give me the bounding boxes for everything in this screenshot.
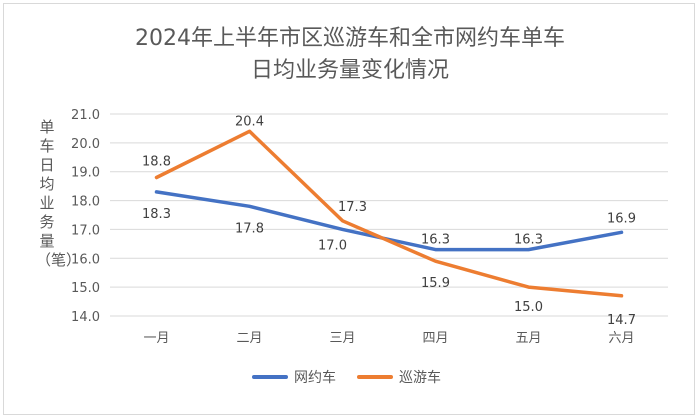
data-label-s0-3: 16.3 — [421, 233, 450, 248]
legend-swatch-series-0 — [252, 375, 288, 379]
y-tick-label-1: 15.0 — [71, 281, 100, 296]
y-tick-label-4: 18.0 — [71, 195, 100, 210]
data-label-s0-2: 17.0 — [318, 238, 347, 253]
y-tick-label-7: 21.0 — [71, 108, 100, 123]
data-label-s1-2: 17.3 — [338, 200, 367, 215]
y-tick-label-3: 17.0 — [71, 223, 100, 238]
data-label-s1-5: 14.7 — [607, 313, 636, 328]
data-label-s1-4: 15.0 — [514, 300, 543, 315]
y-tick-label-6: 20.0 — [71, 137, 100, 152]
data-label-s1-0: 18.8 — [142, 154, 171, 169]
y-tick-label-2: 16.0 — [71, 252, 100, 267]
legend-item-series-1: 巡游车 — [357, 367, 441, 387]
y-tick-label-5: 19.0 — [71, 166, 100, 181]
legend: 网约车 巡游车 — [0, 367, 700, 391]
x-tick-label-1: 二月 — [236, 331, 262, 346]
data-label-s1-1: 20.4 — [235, 114, 264, 129]
data-label-s0-5: 16.9 — [607, 211, 636, 226]
legend-swatch-series-1 — [357, 375, 393, 379]
x-tick-label-2: 三月 — [329, 331, 355, 346]
x-tick-label-0: 一月 — [143, 331, 169, 346]
chart-frame — [3, 3, 695, 415]
x-tick-label-3: 四月 — [422, 331, 448, 346]
y-tick-label-0: 14.0 — [71, 310, 100, 325]
x-tick-label-4: 五月 — [515, 331, 541, 346]
data-label-s0-1: 17.8 — [235, 221, 264, 236]
data-label-s1-3: 15.9 — [421, 276, 450, 291]
legend-item-series-0: 网约车 — [252, 367, 336, 387]
legend-label-series-0: 网约车 — [294, 370, 336, 386]
chart-title-line1: 2024年上半年市区巡游车和全市网约车单车 — [135, 26, 565, 51]
x-tick-label-5: 六月 — [608, 331, 634, 346]
series-line-1 — [154, 129, 624, 298]
legend-label-series-1: 巡游车 — [399, 370, 441, 386]
data-label-s0-0: 18.3 — [142, 207, 171, 222]
data-label-s0-4: 16.3 — [514, 233, 543, 248]
chart-title-line2: 日均业务量变化情况 — [250, 58, 449, 83]
